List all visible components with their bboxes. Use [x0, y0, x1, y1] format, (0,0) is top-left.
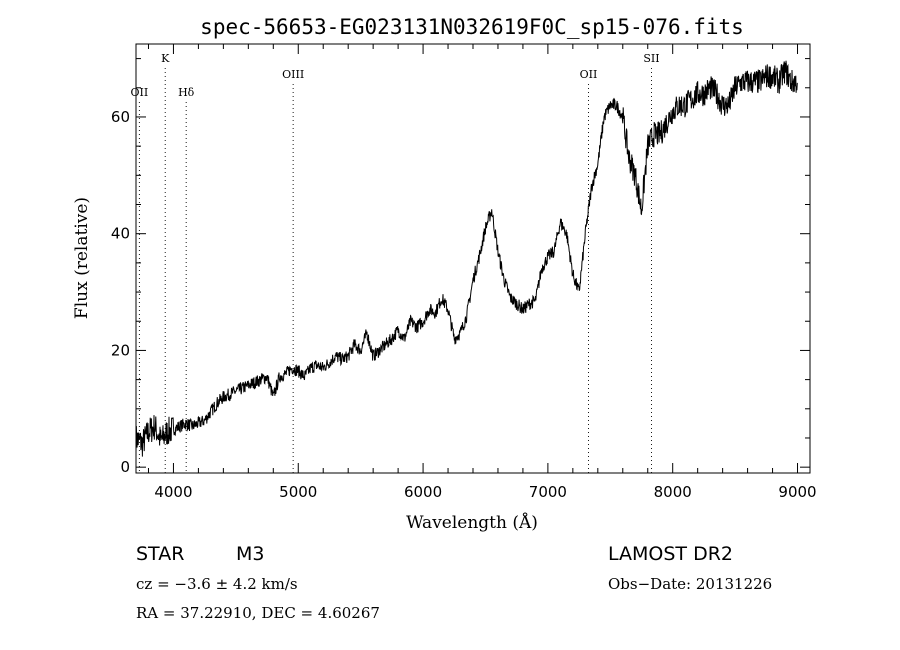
x-tick-label: 7000 [529, 483, 567, 501]
y-axis-label: Flux (relative) [72, 197, 92, 319]
x-tick-label: 4000 [154, 483, 192, 501]
plot-frame [135, 43, 811, 474]
spectrum-line [135, 60, 798, 457]
x-axis-label: Wavelength (Å) [406, 512, 538, 533]
x-tick-label: 5000 [279, 483, 317, 501]
emission-line-markers: OII K Hδ OIII OII SII [131, 52, 660, 473]
redshift-velocity: cz = −3.6 ± 4.2 km/s [136, 575, 298, 593]
emission-line-label: OII [580, 68, 598, 81]
x-tick-label: 6000 [404, 483, 442, 501]
emission-line-label: OIII [282, 68, 304, 81]
object-class: STAR [136, 543, 184, 565]
axis-ticks: 4000 5000 6000 7000 8000 9000 0 20 40 60 [111, 44, 817, 501]
subclass: M3 [236, 543, 264, 565]
emission-line-label: OII [131, 86, 149, 99]
emission-line-label: K [161, 52, 170, 65]
x-tick-label: 8000 [654, 483, 692, 501]
x-tick-label: 9000 [778, 483, 816, 501]
coordinates: RA = 37.22910, DEC = 4.60267 [136, 604, 380, 622]
y-tick-label: 0 [120, 458, 130, 476]
emission-line-label: Hδ [178, 86, 195, 99]
emission-line-label: SII [643, 52, 659, 65]
y-tick-label: 20 [111, 341, 130, 359]
survey-name: LAMOST DR2 [608, 543, 733, 565]
observation-date: Obs−Date: 20131226 [608, 575, 772, 593]
chart-title: spec-56653-EG023131N032619F0C_sp15-076.f… [200, 15, 744, 39]
y-tick-label: 60 [111, 108, 130, 126]
y-tick-label: 40 [111, 225, 130, 243]
